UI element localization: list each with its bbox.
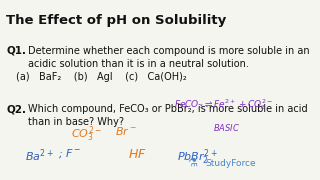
- Text: Determine whether each compound is more soluble in an
acidic solution than it is: Determine whether each compound is more …: [28, 46, 309, 69]
- Text: $PbBr_2^{2+}$: $PbBr_2^{2+}$: [177, 148, 218, 167]
- Text: (a)   BaF₂    (b)   AgI    (c)   Ca(OH)₂: (a) BaF₂ (b) AgI (c) Ca(OH)₂: [16, 72, 187, 82]
- Text: $Br^-$: $Br^-$: [115, 125, 137, 137]
- Text: Q1.: Q1.: [6, 46, 26, 56]
- Text: Q2.: Q2.: [6, 104, 26, 114]
- Text: $BASIC$: $BASIC$: [213, 122, 240, 133]
- Text: Which compound, FeCO₃ or PbBr₂, is more soluble in acid
than in base? Why?: Which compound, FeCO₃ or PbBr₂, is more …: [28, 104, 308, 127]
- Text: ⚗: ⚗: [187, 158, 197, 168]
- Text: $FeCO_3 \rightleftharpoons Fe^{2+} + CO_3^{2-}$: $FeCO_3 \rightleftharpoons Fe^{2+} + CO_…: [174, 97, 274, 112]
- Text: $Ba^{2+}$: $Ba^{2+}$: [25, 148, 54, 164]
- Text: The Effect of pH on Solubility: The Effect of pH on Solubility: [6, 14, 226, 27]
- Text: ; $F^-$: ; $F^-$: [58, 148, 82, 160]
- Text: $HF$: $HF$: [128, 148, 147, 161]
- Text: StudyForce: StudyForce: [205, 159, 256, 168]
- Text: $CO_3^{2-}$: $CO_3^{2-}$: [71, 125, 102, 144]
